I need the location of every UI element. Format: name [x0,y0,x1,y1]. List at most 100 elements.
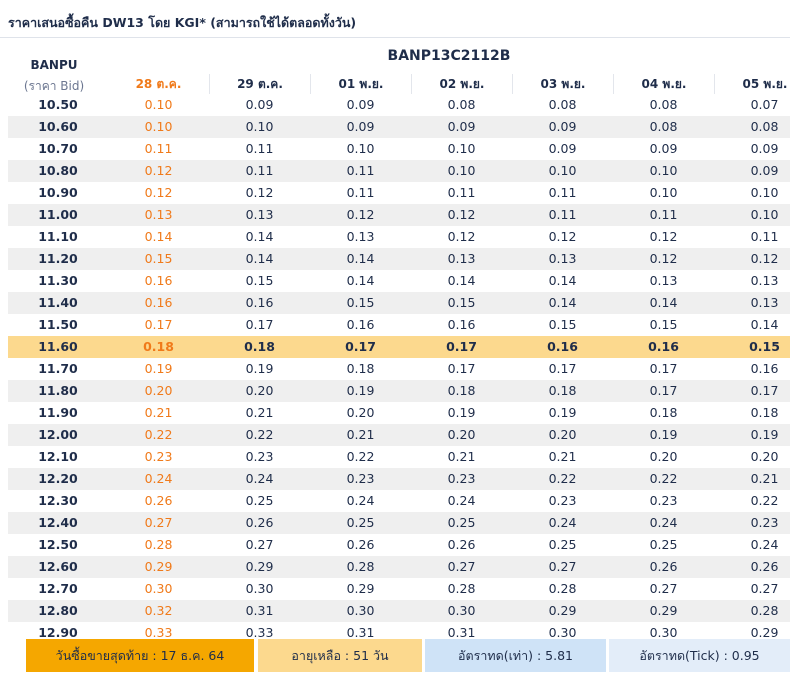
warrant-bid-cell: 0.11 [144,141,173,156]
warrant-bid-cell: 0.17 [144,317,173,332]
warrant-bid-cell: 0.23 [144,449,173,464]
warrant-bid-cell: 0.11 [346,185,375,200]
warrant-bid-cell: 0.09 [346,119,375,134]
warrant-bid-cell: 0.30 [346,603,375,618]
warrant-bid-cell: 0.08 [447,97,476,112]
warrant-bid-cell: 0.11 [548,207,577,222]
warrant-bid-cell: 0.10 [649,185,678,200]
warrant-bid-cell: 0.23 [649,493,678,508]
warrant-bid-cell: 0.08 [548,97,577,112]
underlying-price-cell: 12.90 [38,625,78,639]
table-row: 12.70 0.30 0.30 0.29 0.28 0.28 0.27 0.27 [8,578,790,600]
warrant-bid-cell: 0.16 [144,295,173,310]
warrant-bid-cell: 0.20 [245,383,274,398]
warrant-bid-cell: 0.09 [245,97,274,112]
table-row: 11.10 0.14 0.14 0.13 0.12 0.12 0.12 0.11 [8,226,790,248]
warrant-bid-cell: 0.10 [548,163,577,178]
date-header-6: 05 พ.ย. [714,74,790,94]
warrant-bid-cell: 0.17 [649,383,678,398]
warrant-bid-cell: 0.13 [548,251,577,266]
warrant-bid-cell: 0.29 [144,559,173,574]
warrant-bid-cell: 0.13 [447,251,476,266]
underlying-price-cell: 11.70 [38,361,78,376]
warrant-bid-cell: 0.28 [548,581,577,596]
warrant-bid-cell: 0.30 [245,581,274,596]
warrant-bid-cell: 0.10 [144,97,173,112]
warrant-bid-cell: 0.24 [245,471,274,486]
warrant-bid-cell: 0.27 [144,515,173,530]
warrant-bid-cell: 0.20 [447,427,476,442]
warrant-bid-cell: 0.13 [750,273,779,288]
warrant-bid-cell: 0.16 [750,361,779,376]
table-row: 12.10 0.23 0.23 0.22 0.21 0.21 0.20 0.20 [8,446,790,468]
warrant-bid-cell: 0.22 [548,471,577,486]
table-row: 11.70 0.19 0.19 0.18 0.17 0.17 0.17 0.16 [8,358,790,380]
warrant-bid-cell: 0.12 [447,207,476,222]
warrant-bid-cell: 0.21 [346,427,375,442]
warrant-bid-cell: 0.11 [245,141,274,156]
underlying-price-cell: 12.20 [38,471,78,486]
underlying-price-cell: 11.50 [38,317,78,332]
warrant-bid-cell: 0.15 [346,295,375,310]
table-row: 11.30 0.16 0.15 0.14 0.14 0.14 0.13 0.13 [8,270,790,292]
warrant-bid-cell: 0.21 [144,405,173,420]
table-row: 11.40 0.16 0.16 0.15 0.15 0.14 0.14 0.13 [8,292,790,314]
table-row: 12.20 0.24 0.24 0.23 0.23 0.22 0.22 0.21 [8,468,790,490]
underlying-price-cell: 12.30 [38,493,78,508]
warrant-bid-cell: 0.24 [144,471,173,486]
warrant-bid-cell: 0.21 [750,471,779,486]
table-row: 12.60 0.29 0.29 0.28 0.27 0.27 0.26 0.26 [8,556,790,578]
date-header-2: 01 พ.ย. [310,74,411,94]
warrant-bid-cell: 0.19 [649,427,678,442]
warrant-bid-cell: 0.21 [548,449,577,464]
warrant-bid-cell: 0.27 [548,559,577,574]
warrant-bid-cell: 0.11 [447,185,476,200]
warrant-bid-cell: 0.22 [649,471,678,486]
warrant-bid-cell: 0.16 [547,339,578,354]
warrant-bid-cell: 0.28 [750,603,779,618]
table-row: 10.90 0.12 0.12 0.11 0.11 0.11 0.10 0.10 [8,182,790,204]
warrant-bid-cell: 0.12 [346,207,375,222]
warrant-bid-cell: 0.13 [245,207,274,222]
warrant-bid-cell: 0.17 [345,339,376,354]
underlying-price-cell: 11.80 [38,383,78,398]
underlying-price-cell: 11.00 [38,207,78,222]
underlying-price-cell: 12.00 [38,427,78,442]
warrant-bid-cell: 0.30 [649,625,678,639]
underlying-price-cell: 12.70 [38,581,78,596]
last-trade-date-box: วันซื้อขายสุดท้าย : 17 ธ.ค. 64 [26,639,254,672]
warrant-bid-cell: 0.18 [244,339,275,354]
warrant-bid-cell: 0.09 [447,119,476,134]
exercise-ratio-box: อัตราทด(เท่า) : 5.81 [425,639,606,672]
warrant-bid-cell: 0.16 [144,273,173,288]
table-row: 11.80 0.20 0.20 0.19 0.18 0.18 0.17 0.17 [8,380,790,402]
table-row: 11.90 0.21 0.21 0.20 0.19 0.19 0.18 0.18 [8,402,790,424]
warrant-bid-cell: 0.10 [346,141,375,156]
warrant-bid-cell: 0.20 [750,449,779,464]
warrant-bid-cell: 0.08 [649,119,678,134]
warrant-bid-cell: 0.27 [649,581,678,596]
warrant-bid-cell: 0.29 [346,581,375,596]
underlying-price-cell: 11.60 [38,339,78,354]
warrant-bid-cell: 0.26 [447,537,476,552]
warrant-bid-cell: 0.14 [346,251,375,266]
warrant-bid-cell: 0.10 [245,119,274,134]
warrant-bid-cell: 0.32 [144,603,173,618]
warrant-bid-cell: 0.31 [346,625,375,639]
warrant-bid-cell: 0.13 [346,229,375,244]
warrant-bid-cell: 0.33 [144,625,173,639]
warrant-bid-cell: 0.14 [144,229,173,244]
price-table: 10.50 0.10 0.09 0.09 0.08 0.08 0.08 0.07 10.60 0.… [0,94,790,639]
warrant-bid-cell: 0.11 [649,207,678,222]
warrant-bid-cell: 0.18 [143,339,174,354]
warrant-bid-cell: 0.14 [245,251,274,266]
warrant-bid-cell: 0.12 [245,185,274,200]
warrant-bid-cell: 0.31 [447,625,476,639]
warrant-bid-cell: 0.12 [548,229,577,244]
warrant-bid-cell: 0.29 [649,603,678,618]
table-row: 12.00 0.22 0.22 0.21 0.20 0.20 0.19 0.19 [8,424,790,446]
warrant-bid-cell: 0.11 [245,163,274,178]
table-row: 10.60 0.10 0.10 0.09 0.09 0.09 0.08 0.08 [8,116,790,138]
warrant-bid-cell: 0.10 [447,141,476,156]
days-left-box: อายุเหลือ : 51 วัน [258,639,422,672]
